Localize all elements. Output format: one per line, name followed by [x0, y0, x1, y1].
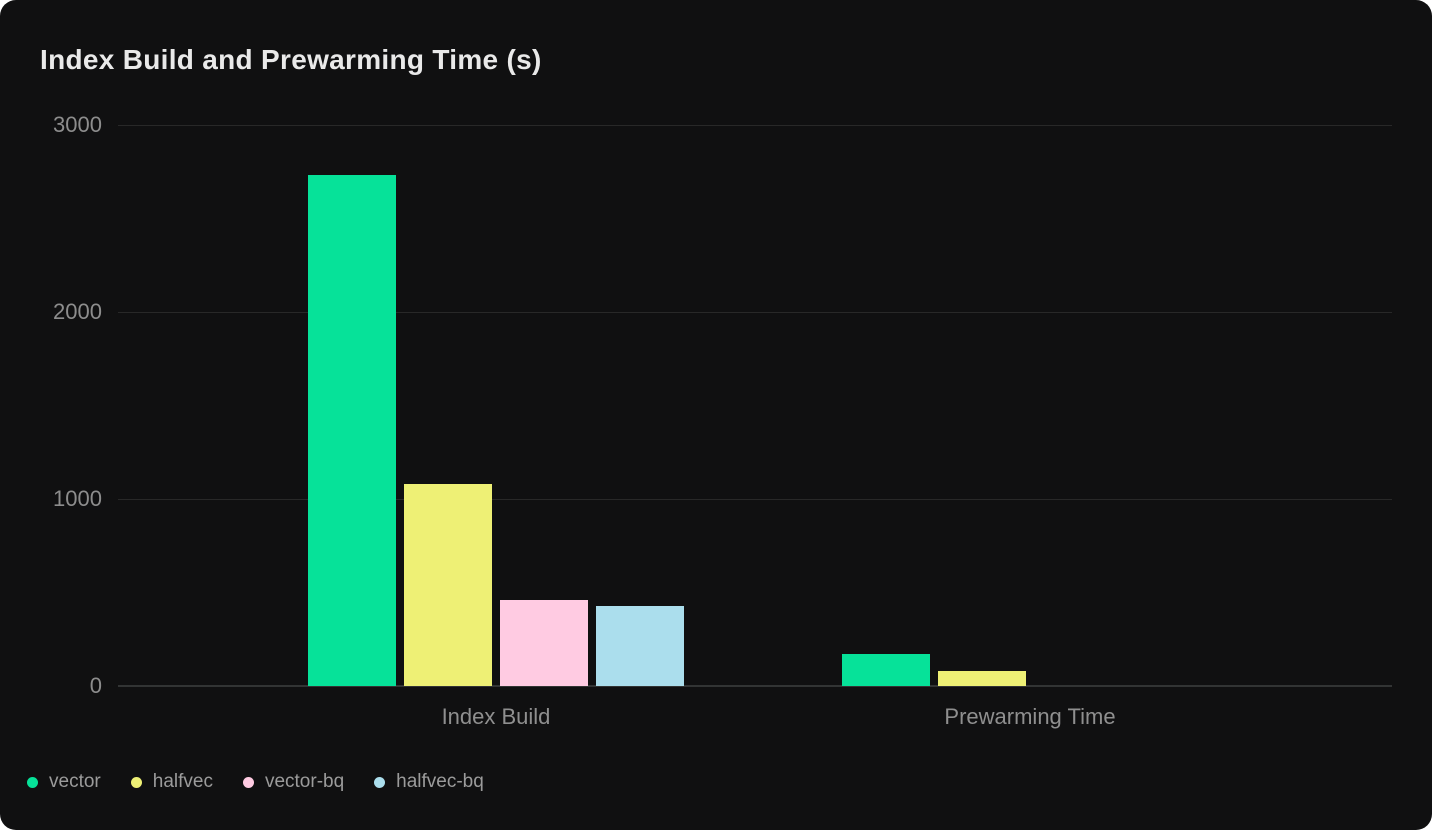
gridline-2000: [118, 312, 1392, 313]
gridline-3000: [118, 125, 1392, 126]
legend-label-halfvec-bq: halfvec-bq: [396, 771, 484, 792]
legend: vector halfvec vector-bq halfvec-bq: [27, 771, 484, 793]
x-axis-label-prewarming-time: Prewarming Time: [944, 704, 1116, 729]
gridline-1000: [118, 499, 1392, 500]
legend-item-vector[interactable]: vector: [27, 771, 101, 793]
legend-label-halfvec: halfvec: [152, 771, 213, 792]
legend-label-vector-bq: vector-bq: [264, 771, 345, 792]
legend-dot-halfvec-bq: [374, 776, 386, 788]
legend-dot-vector-bq: [242, 776, 254, 788]
legend-label-vector: vector: [49, 771, 101, 792]
bar-halfvec-index-build: [404, 484, 492, 686]
legend-dot-vector: [27, 776, 38, 788]
bar-halfvec-bq-index-build: [596, 605, 684, 686]
legend-item-halfvec[interactable]: halfvec: [130, 771, 213, 793]
bar-vector-prewarming-time: [842, 654, 930, 686]
y-tick-label-0: 0: [89, 673, 102, 698]
y-tick-label-3000: 3000: [53, 112, 102, 137]
bar-halfvec-prewarming-time: [938, 671, 1026, 686]
x-axis-label-index-build: Index Build: [441, 704, 551, 729]
gridline-0: [118, 685, 1392, 687]
bar-vector-index-build: [308, 175, 396, 686]
chart-title: Index Build and Prewarming Time (s): [40, 44, 542, 75]
legend-dot-halfvec: [130, 776, 142, 788]
bar-vector-bq-index-build: [500, 599, 588, 686]
y-tick-label-2000: 2000: [53, 299, 102, 324]
legend-item-vector-bq[interactable]: vector-bq: [242, 771, 345, 793]
y-tick-label-1000: 1000: [53, 486, 102, 511]
legend-item-halfvec-bq[interactable]: halfvec-bq: [374, 771, 484, 793]
